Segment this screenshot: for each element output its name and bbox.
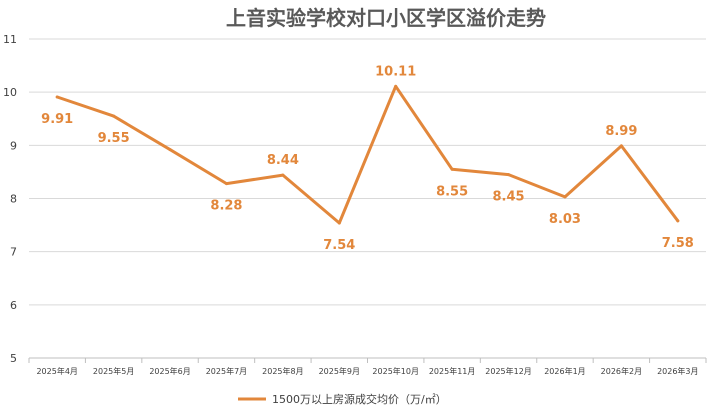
axes: 5 6 7 8 9 10 11 2025年4月 2025年5月 2025年6月 2025年7月 202…	[3, 33, 707, 376]
data-labels: 9.91 9.55 8.28 8.44 7.54 10.11 8.55 8.45 8.03 8.9…	[41, 64, 694, 253]
x-tick-label: 2025年7月	[206, 366, 247, 376]
x-tick-label: 2025年12月	[485, 366, 532, 376]
series-line	[55, 84, 680, 225]
data-point	[450, 167, 454, 171]
y-tick-label: 9	[10, 139, 17, 152]
data-label: 9.91	[41, 112, 73, 127]
legend-label: 1500万以上房源成交均价（万/㎡）	[272, 392, 447, 406]
x-tick-label: 2026年2月	[601, 366, 642, 376]
data-label: 8.44	[267, 153, 299, 168]
x-tick-label: 2025年11月	[429, 366, 476, 376]
data-point	[337, 221, 341, 225]
data-point	[112, 114, 116, 118]
y-tick-label: 6	[10, 299, 17, 312]
y-tick-label: 10	[3, 86, 17, 99]
data-label: 8.03	[549, 212, 581, 227]
data-label: 10.11	[375, 64, 416, 79]
legend: 1500万以上房源成交均价（万/㎡）	[238, 392, 447, 406]
x-tick-label: 2025年5月	[93, 366, 134, 376]
x-tick-label: 2026年1月	[544, 366, 585, 376]
y-tick-label: 8	[10, 193, 17, 206]
data-point	[507, 173, 511, 177]
data-point	[224, 182, 228, 186]
x-tick-label: 2025年9月	[319, 366, 360, 376]
data-label: 7.58	[662, 236, 694, 251]
data-label: 8.55	[436, 184, 468, 199]
data-label: 8.28	[210, 199, 242, 214]
data-label: 8.99	[605, 124, 637, 139]
data-label: 9.55	[98, 131, 130, 146]
data-point	[168, 148, 172, 152]
y-tick-label: 5	[10, 352, 17, 365]
x-tick-label: 2026年3月	[657, 366, 698, 376]
data-point	[394, 84, 398, 88]
data-label: 8.45	[493, 190, 525, 205]
x-tick-label: 2025年4月	[36, 366, 77, 376]
data-point	[676, 219, 680, 223]
data-point	[55, 95, 59, 99]
x-tick-label: 2025年10月	[372, 366, 419, 376]
series-layer	[55, 84, 680, 225]
y-tick-label: 7	[10, 246, 17, 259]
data-point	[563, 195, 567, 199]
x-tick-label: 2025年8月	[262, 366, 303, 376]
data-label: 7.54	[323, 238, 355, 253]
chart-title: 上音实验学校对口小区学区溢价走势	[226, 6, 546, 30]
x-tick-label: 2025年6月	[149, 366, 190, 376]
data-point	[619, 144, 623, 148]
y-tick-label: 11	[3, 33, 17, 46]
data-point	[281, 173, 285, 177]
gridlines	[29, 38, 706, 306]
